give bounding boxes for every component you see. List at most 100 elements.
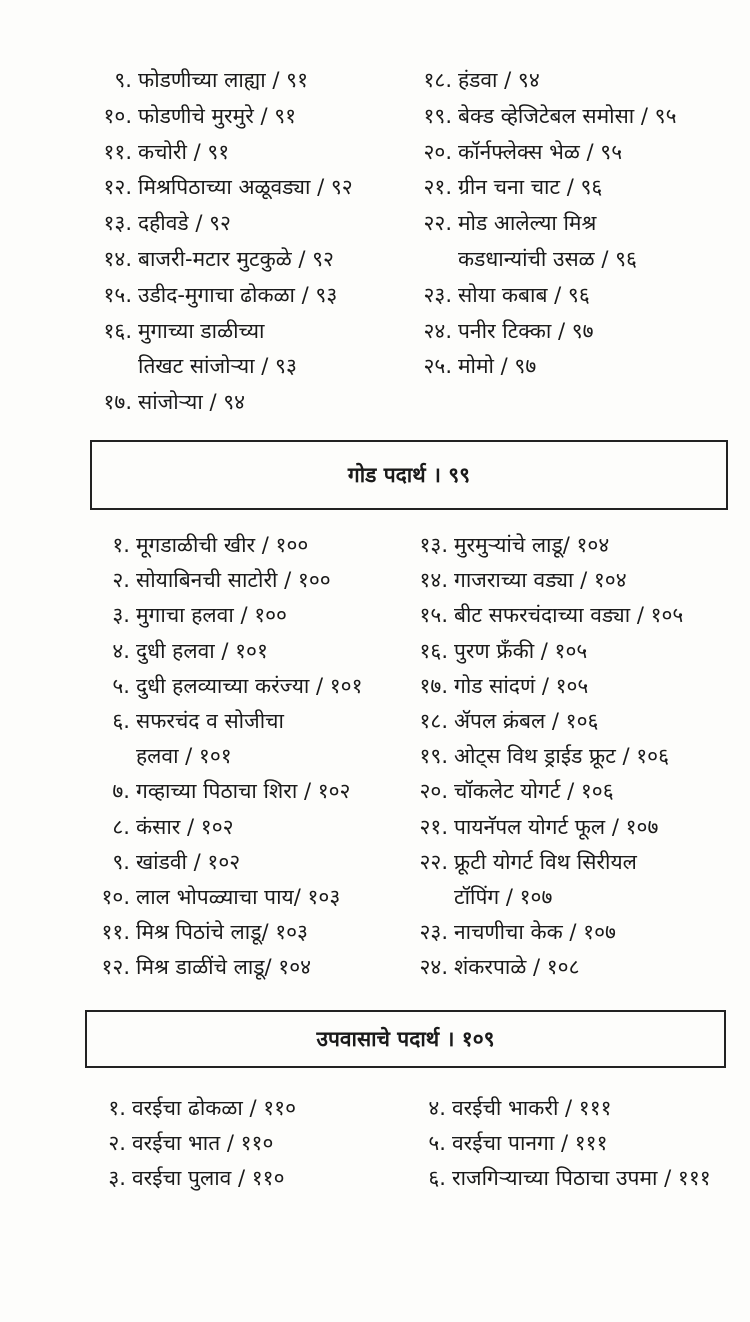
item-number: ३.	[108, 1166, 126, 1190]
item-text: नाचणीचा केक / १०७	[454, 920, 616, 945]
item-text: सोया कबाब / ९६	[458, 282, 590, 307]
item-number: २२.	[423, 211, 452, 236]
item-text: कडधान्यांची उसळ / ९६	[458, 247, 637, 271]
item-text: उडीद-मुगाचा ढोकळा / ९३	[138, 282, 338, 307]
item-number: २३.	[423, 282, 452, 307]
item-text: टॉपिंग / १०७	[454, 885, 553, 909]
item-number: ६.	[112, 709, 130, 733]
item-number: २४.	[423, 318, 452, 343]
item-text: बेक्ड व्हेजिटेबल समोसा / ९५	[458, 103, 677, 128]
item-number: १८.	[423, 68, 452, 92]
item-text: मुगाचा हलवा / १००	[136, 603, 287, 628]
section-heading-box: गोड पदार्थ । ९९	[90, 440, 728, 510]
item-text: मुगाच्या डाळीच्या	[138, 318, 265, 343]
item-text: फ्रूटी योगर्ट विथ सिरीयल	[454, 849, 637, 874]
item-text: कंसार / १०२	[136, 814, 234, 839]
item-text: दहीवडे / ९२	[138, 211, 231, 236]
item-number: ६.	[428, 1166, 446, 1190]
item-number: १२.	[101, 955, 130, 980]
item-number: २२.	[419, 849, 448, 874]
item-number: ९.	[114, 68, 132, 92]
item-text: वरईचा पुलाव / ११०	[132, 1166, 285, 1190]
item-number: ११.	[101, 920, 130, 945]
item-number: ८.	[112, 814, 130, 839]
item-text: मिश्रपिठाच्या अळूवड्या / ९२	[138, 175, 353, 200]
section-heading: उपवासाचे पदार्थ । १०९	[316, 1027, 495, 1051]
item-number: १४.	[419, 568, 448, 593]
item-text: वरईची भाकरी / १११	[452, 1096, 612, 1120]
item-number: १३.	[419, 533, 448, 557]
item-number: ७.	[112, 779, 130, 804]
item-text: कॉर्नफ्लेक्स भेळ / ९५	[458, 139, 623, 164]
section-heading-box: उपवासाचे पदार्थ । १०९	[85, 1010, 726, 1068]
item-number: ९.	[112, 849, 130, 874]
item-text: हंडवा / ९४	[458, 68, 540, 92]
item-number: १३.	[103, 211, 132, 236]
item-text: पनीर टिक्का / ९७	[458, 318, 594, 343]
item-text: गाजराच्या वड्या / १०४	[454, 568, 627, 593]
item-text: ओट्स विथ ड्राईड फ्रूट / १०६	[454, 744, 670, 769]
item-number: २०.	[419, 779, 448, 804]
item-number: ५.	[112, 673, 130, 698]
item-number: ४.	[112, 638, 130, 663]
item-text: सफरचंद व सोजीचा	[136, 709, 284, 733]
item-number: १६.	[419, 638, 448, 663]
item-text: मिश्र डाळींचे लाडू/ १०४	[136, 955, 312, 980]
item-text: सांजोऱ्या / ९४	[138, 390, 246, 415]
item-text: दुधी हलवा / १०१	[136, 638, 268, 663]
item-text: पायनॅपल योगर्ट फूल / १०७	[454, 814, 659, 839]
item-number: १.	[108, 1096, 126, 1120]
item-text: शंकरपाळे / १०८	[454, 955, 580, 980]
item-number: १६.	[103, 318, 132, 343]
item-text: गोड सांदणं / १०५	[454, 673, 589, 698]
item-number: १९.	[423, 103, 452, 128]
item-text: राजगिऱ्याच्या पिठाचा उपमा / १११	[452, 1166, 711, 1190]
item-text: हलवा / १०१	[136, 744, 232, 769]
item-number: १.	[112, 533, 130, 557]
item-number: २१.	[423, 175, 452, 200]
item-text: मोड आलेल्या मिश्र	[458, 211, 597, 236]
item-text: मूगडाळीची खीर / १००	[136, 533, 309, 557]
item-number: २.	[112, 568, 130, 593]
item-number: १७.	[103, 390, 132, 415]
item-number: १९.	[419, 744, 448, 769]
item-text: सोयाबिनची साटोरी / १००	[136, 568, 331, 593]
item-text: मोमो / ९७	[458, 354, 537, 379]
item-text: ग्रीन चना चाट / ९६	[458, 175, 603, 200]
item-number: २५.	[423, 354, 452, 379]
item-text: खांडवी / १०२	[136, 849, 241, 874]
item-text: गव्हाच्या पिठाचा शिरा / १०२	[136, 779, 351, 804]
item-number: २.	[108, 1131, 126, 1155]
item-number: २१.	[419, 814, 448, 839]
item-number: ३.	[112, 603, 130, 628]
item-text: लाल भोपळ्याचा पाय/ १०३	[136, 885, 341, 909]
item-number: ४.	[428, 1096, 446, 1120]
item-number: ११.	[103, 139, 132, 164]
item-number: १५.	[419, 603, 448, 628]
item-number: २४.	[419, 955, 448, 980]
item-text: तिखट सांजोऱ्या / ९३	[138, 354, 297, 379]
item-text: बीट सफरचंदाच्या वड्या / १०५	[454, 603, 684, 628]
item-text: वरईचा भात / ११०	[132, 1131, 274, 1155]
item-text: मिश्र पिठांचे लाडू/ १०३	[136, 920, 308, 945]
item-text: पुरण फ्रँकी / १०५	[454, 638, 588, 663]
item-number: १०.	[101, 885, 130, 909]
item-text: वरईचा ढोकळा / ११०	[132, 1096, 296, 1120]
item-number: १७.	[419, 673, 448, 698]
item-text: ॲपल क्रंबल / १०६	[454, 709, 599, 733]
item-number: १०.	[103, 103, 132, 128]
item-text: चॉकलेट योगर्ट / १०६	[454, 779, 614, 804]
item-text: फोडणीच्या लाह्या / ९१	[138, 68, 309, 92]
item-text: फोडणीचे मुरमुरे / ९१	[138, 103, 297, 128]
item-text: बाजरी-मटार मुटकुळे / ९२	[138, 247, 334, 271]
item-number: २३.	[419, 920, 448, 945]
item-number: १५.	[103, 282, 132, 307]
item-number: १८.	[419, 709, 448, 733]
item-text: कचोरी / ९१	[138, 139, 230, 164]
item-text: दुधी हलव्याच्या करंज्या / १०१	[136, 673, 363, 698]
item-number: १४.	[103, 247, 132, 271]
item-number: ५.	[428, 1131, 446, 1155]
item-text: मुरमुऱ्यांचे लाडू/ १०४	[454, 533, 610, 557]
item-number: २०.	[423, 139, 452, 164]
